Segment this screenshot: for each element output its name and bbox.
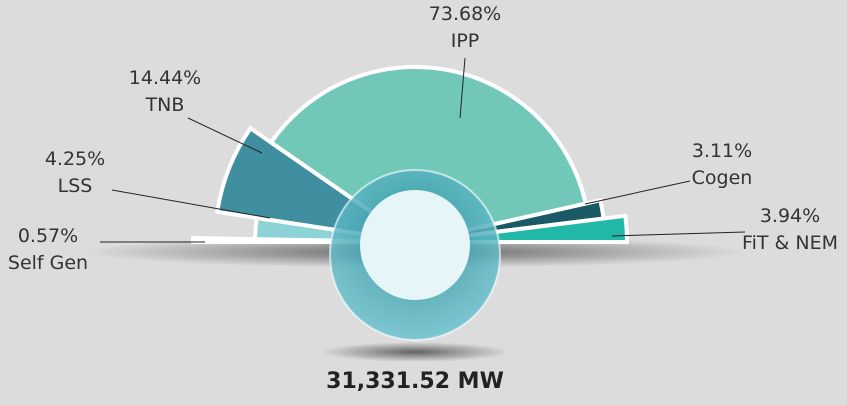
category-label: FiT & NEM bbox=[742, 232, 838, 254]
center-disc bbox=[360, 190, 470, 300]
value-label: 4.25% bbox=[45, 148, 105, 170]
leader-line bbox=[584, 180, 691, 205]
value-label: 3.94% bbox=[760, 205, 820, 227]
total-label: 31,331.52 MW bbox=[326, 369, 504, 394]
value-label: 0.57% bbox=[18, 225, 78, 247]
category-label: LSS bbox=[58, 175, 93, 197]
category-label: Cogen bbox=[692, 167, 753, 189]
category-label: Self Gen bbox=[8, 252, 88, 274]
leader-line bbox=[111, 189, 271, 219]
ring-shadow bbox=[320, 342, 510, 362]
category-label: TNB bbox=[145, 94, 185, 116]
value-label: 14.44% bbox=[129, 67, 201, 89]
leader-line bbox=[611, 231, 746, 237]
category-label: IPP bbox=[451, 30, 480, 52]
value-label: 3.11% bbox=[692, 140, 752, 162]
leader-line bbox=[459, 57, 466, 119]
value-label: 73.68% bbox=[429, 3, 501, 25]
leader-line bbox=[187, 117, 263, 154]
slice bbox=[268, 65, 589, 245]
